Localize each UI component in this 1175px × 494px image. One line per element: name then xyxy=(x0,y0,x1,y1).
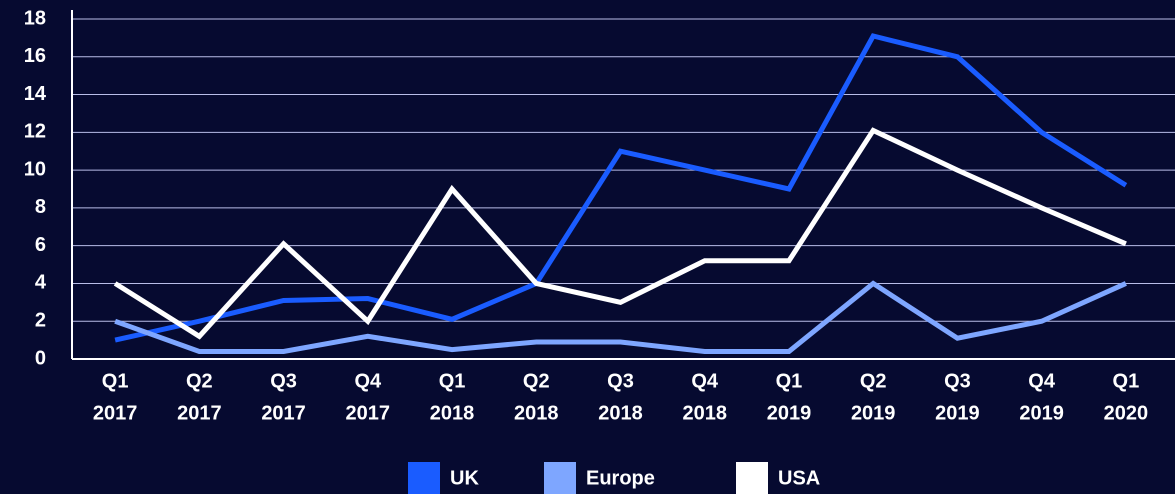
y-tick-label: 4 xyxy=(35,272,47,294)
y-tick-label: 12 xyxy=(24,121,46,143)
x-tick-label: Q1 xyxy=(776,370,803,392)
x-tick-label: 2017 xyxy=(261,402,306,424)
x-tick-label: Q3 xyxy=(270,370,297,392)
x-tick-label: 2018 xyxy=(682,402,727,424)
x-tick-label: 2018 xyxy=(598,402,643,424)
x-tick-label: Q4 xyxy=(354,370,382,392)
legend-label: UK xyxy=(450,467,479,489)
y-tick-label: 6 xyxy=(35,234,46,256)
y-tick-label: 2 xyxy=(35,310,46,332)
x-tick-label: 2019 xyxy=(767,402,812,424)
line-series xyxy=(114,33,1128,343)
x-tick-label: Q3 xyxy=(607,370,634,392)
y-tick-label: 0 xyxy=(35,347,46,369)
x-tick-label: 2019 xyxy=(1019,402,1064,424)
y-tick-label: 8 xyxy=(35,196,46,218)
x-tick-label: Q1 xyxy=(1113,370,1140,392)
x-tick-label: 2018 xyxy=(514,402,559,424)
legend-swatch xyxy=(544,462,576,494)
legend-label: USA xyxy=(778,467,820,489)
legend-swatch xyxy=(736,462,768,494)
line-series xyxy=(114,280,1127,354)
legend-swatch xyxy=(408,462,440,494)
y-tick-label: 14 xyxy=(24,83,47,105)
x-tick-label: Q4 xyxy=(691,370,719,392)
x-tick-label: Q4 xyxy=(1028,370,1056,392)
y-tick-label: 16 xyxy=(24,45,46,67)
x-tick-label: Q1 xyxy=(439,370,466,392)
x-tick-label: 2020 xyxy=(1104,402,1149,424)
x-tick-label: Q1 xyxy=(102,370,129,392)
x-tick-label: 2017 xyxy=(346,402,391,424)
x-tick-label: Q2 xyxy=(523,370,550,392)
x-tick-label: 2017 xyxy=(177,402,222,424)
y-tick-label: 10 xyxy=(24,158,46,180)
x-tick-label: Q2 xyxy=(186,370,213,392)
x-tick-label: 2019 xyxy=(935,402,980,424)
x-tick-label: 2019 xyxy=(851,402,896,424)
line-series xyxy=(113,127,1127,340)
x-tick-label: 2018 xyxy=(430,402,475,424)
y-tick-label: 18 xyxy=(24,7,46,29)
x-tick-label: 2017 xyxy=(93,402,138,424)
legend-label: Europe xyxy=(586,467,655,489)
x-tick-label: Q3 xyxy=(944,370,971,392)
x-tick-label: Q2 xyxy=(860,370,887,392)
